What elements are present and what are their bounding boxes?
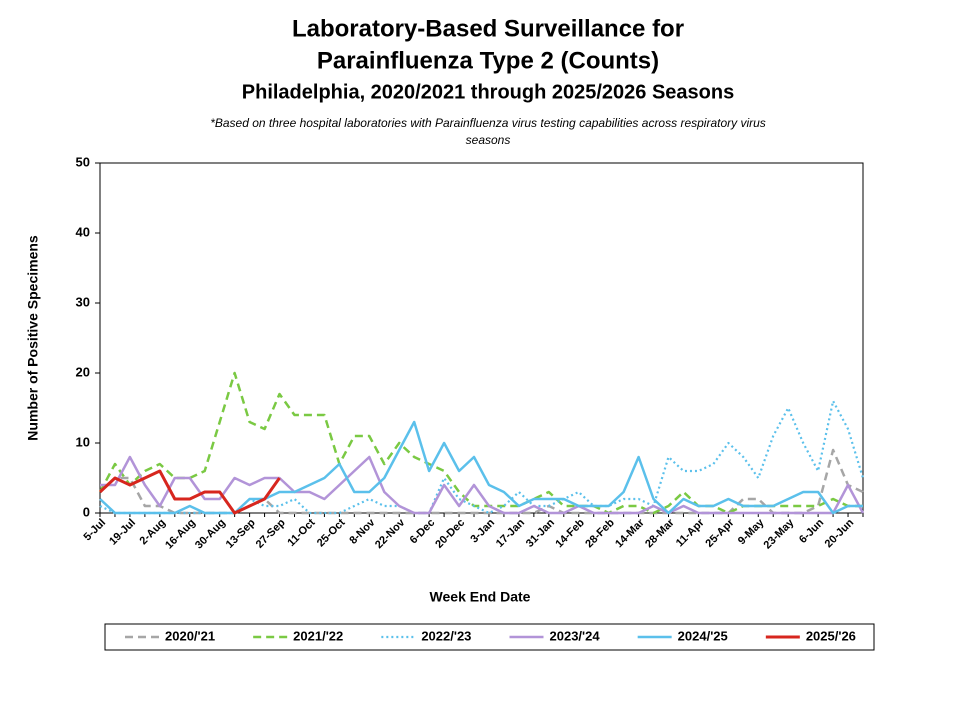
x-tick-label: 14-Feb [553, 517, 587, 551]
series-line [99, 448, 864, 515]
y-tick-label: 40 [76, 224, 90, 239]
x-tick-label: 5-Jul [82, 517, 109, 544]
legend-box [104, 623, 875, 651]
x-tick-label: 14-Mar [613, 516, 647, 550]
chart-title: Laboratory-Based Surveillance for [292, 15, 684, 42]
x-tick-label: 19-Jul [107, 517, 138, 548]
x-tick-label: 13-Sep [224, 516, 258, 550]
chart-title: Parainfluenza Type 2 (Counts) [317, 47, 659, 74]
x-tick-label: 30-Aug [193, 517, 228, 552]
y-tick-label: 30 [76, 294, 90, 309]
x-axis-title: Week End Date [430, 589, 531, 605]
x-tick-label: 27-Sep [254, 516, 288, 550]
y-tick-label: 50 [76, 154, 90, 169]
x-tick-label: 22-Nov [373, 516, 408, 551]
series-line [100, 455, 865, 515]
y-tick-label: 10 [76, 434, 90, 449]
note: *Based on three hospital laboratories wi… [210, 116, 766, 130]
series-line [99, 420, 863, 515]
legend-label: 2023/'24 [550, 628, 601, 643]
x-tick-label: 23-May [762, 516, 797, 551]
y-axis-title: Number of Positive Specimens [25, 235, 41, 441]
legend-label: 2020/'21 [165, 628, 215, 643]
x-tick-label: 28-Mar [643, 516, 677, 550]
series-line [98, 469, 281, 515]
legend-label: 2024/'25 [678, 628, 728, 643]
x-tick-label: 17-Jan [494, 516, 527, 549]
x-tick-label: 28-Feb [583, 517, 617, 551]
x-tick-label: 20-Jun [823, 517, 857, 551]
x-tick-label: 11-Apr [674, 516, 707, 549]
legend-label: 2021/'22 [293, 628, 343, 643]
x-tick-label: 20-Dec [433, 517, 467, 551]
y-tick-label: 20 [76, 364, 90, 379]
x-tick-label: 25-Apr [703, 516, 737, 550]
legend-label: 2022/'23 [421, 628, 471, 643]
plot-area [99, 162, 864, 514]
chart-subtitle: Philadelphia, 2020/2021 through 2025/202… [242, 81, 734, 103]
x-tick-label: 11-Oct [285, 516, 318, 549]
y-tick-label: 0 [83, 504, 90, 519]
x-tick-label: 25-Oct [315, 516, 348, 549]
series-line [99, 399, 865, 515]
note: seasons [466, 133, 511, 147]
series-line [98, 371, 863, 515]
legend-label: 2025/'26 [806, 628, 856, 643]
x-tick-label: 16-Aug [163, 517, 198, 552]
x-tick-label: 31-Jan [524, 516, 557, 549]
